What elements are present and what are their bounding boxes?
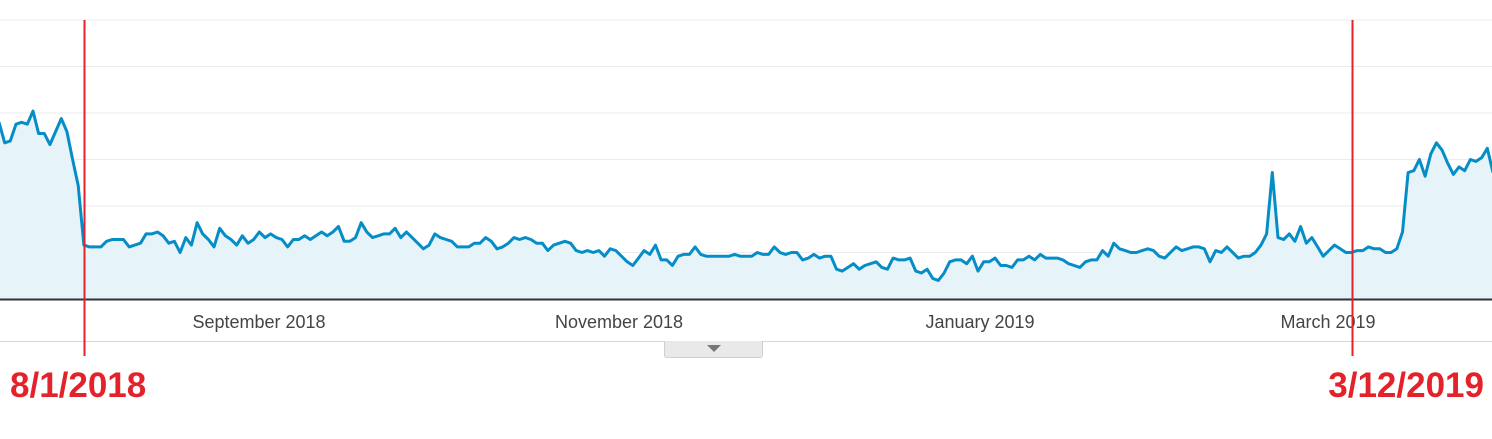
chevron-down-icon	[707, 345, 721, 352]
x-tick-label: November 2018	[555, 312, 683, 332]
series-area-fill	[0, 111, 1492, 299]
x-tick-label: March 2019	[1280, 312, 1375, 332]
x-tick-label: September 2018	[192, 312, 325, 332]
date-markers: 8/1/2018 3/12/2019	[10, 20, 1484, 405]
x-tick-label: January 2019	[925, 312, 1034, 332]
x-axis-ticks: September 2018 November 2018 January 2019 M…	[192, 312, 1375, 332]
series-line	[0, 109, 1492, 282]
date-marker-label: 8/1/2018	[10, 366, 146, 405]
expand-chart-button[interactable]	[664, 341, 763, 358]
date-marker-label: 3/12/2019	[1328, 366, 1484, 405]
